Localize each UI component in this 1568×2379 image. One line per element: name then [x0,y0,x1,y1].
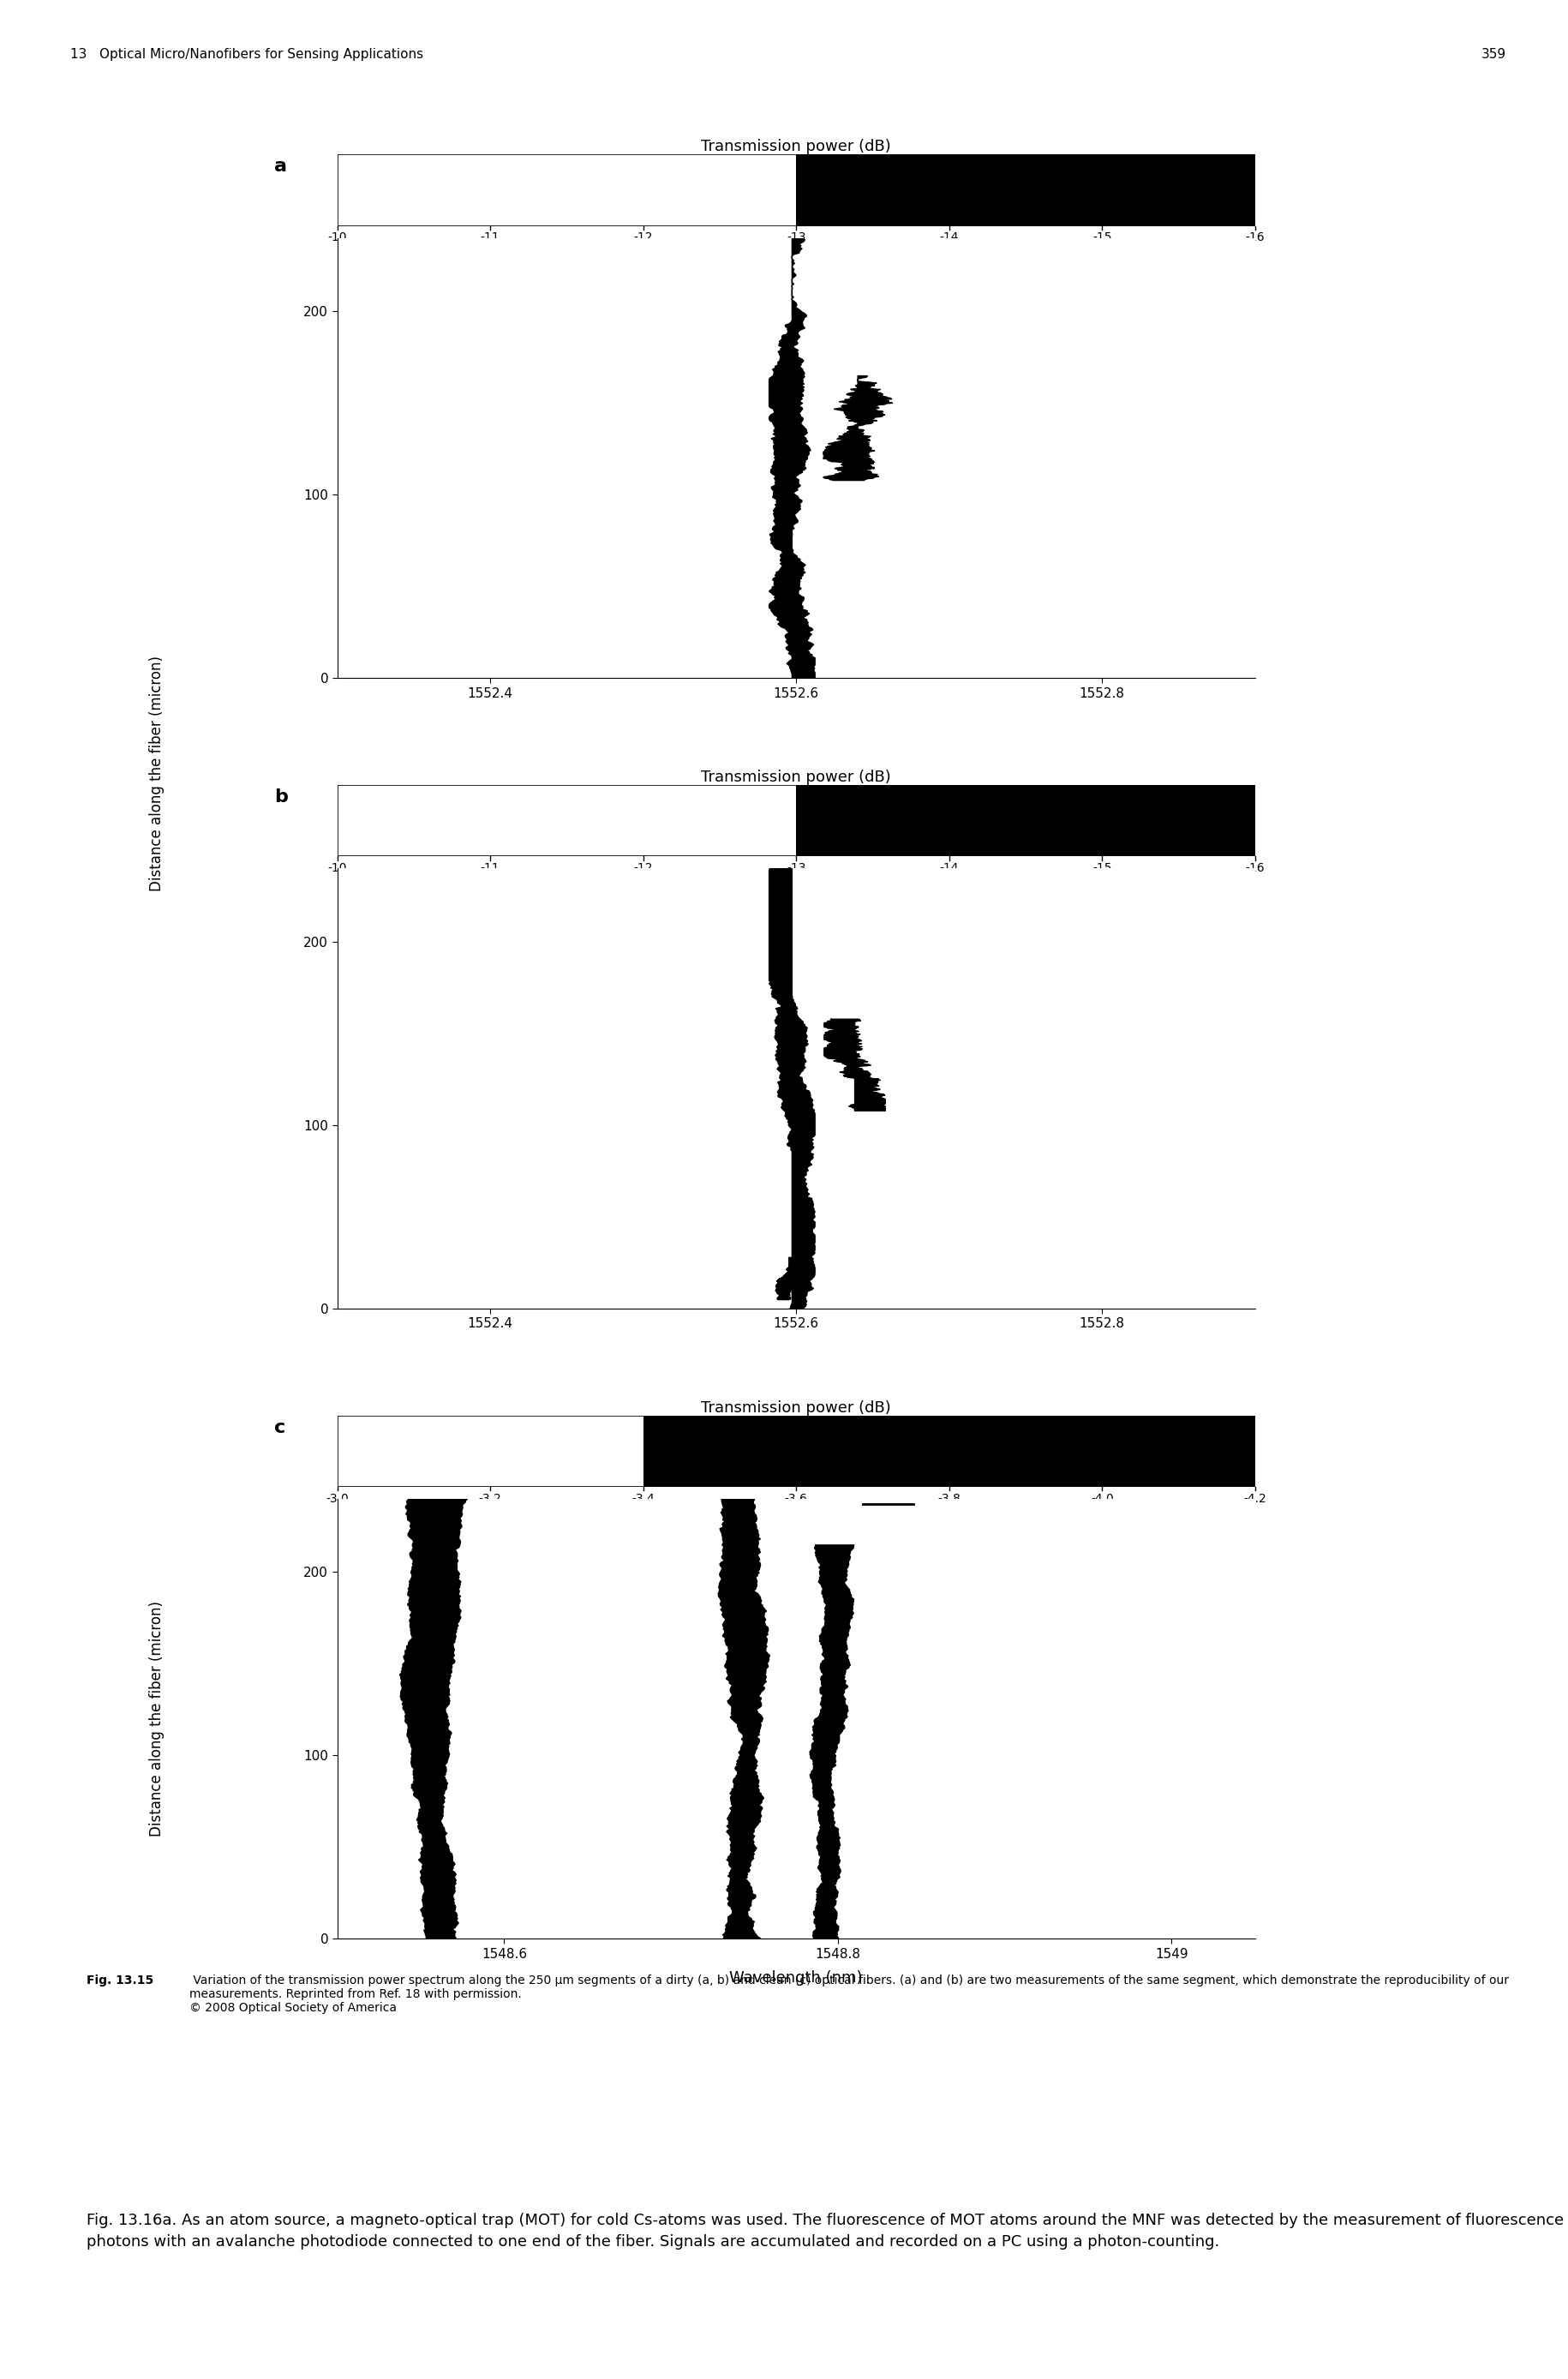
Text: c: c [274,1418,285,1437]
Text: -16: -16 [1245,861,1264,873]
Bar [795,155,1254,226]
Text: -12: -12 [633,231,652,243]
Bar [795,785,1254,856]
Text: -14: -14 [939,861,958,873]
Text: Variation of the transmission power spectrum along the 250 μm segments of a dirt: Variation of the transmission power spec… [190,1975,1508,2015]
Text: -11: -11 [480,861,500,873]
Text: Transmission power (dB): Transmission power (dB) [701,140,891,155]
Text: -13: -13 [786,861,806,873]
Bar [643,1416,1254,1487]
Text: -15: -15 [1091,861,1112,873]
Text: -12: -12 [633,861,652,873]
Text: -4.0: -4.0 [1090,1492,1113,1504]
Text: -10: -10 [328,861,347,873]
Text: Distance along the fiber (micron): Distance along the fiber (micron) [149,1601,165,1837]
Text: 13   Optical Micro/Nanofibers for Sensing Applications: 13 Optical Micro/Nanofibers for Sensing … [71,48,423,62]
Text: -3.8: -3.8 [938,1492,960,1504]
Text: -3.2: -3.2 [478,1492,502,1504]
Text: -14: -14 [939,231,958,243]
Text: Transmission power (dB): Transmission power (dB) [701,1401,891,1416]
Text: -3.0: -3.0 [326,1492,348,1504]
Text: Transmission power (dB): Transmission power (dB) [701,771,891,785]
Text: 359: 359 [1480,48,1505,62]
Text: -13: -13 [786,231,806,243]
Text: Fig. 13.16a. As an atom source, a magneto-optical trap (MOT) for cold Cs-atoms w: Fig. 13.16a. As an atom source, a magnet… [86,2212,1563,2251]
Text: b: b [274,787,289,806]
Text: -15: -15 [1091,231,1112,243]
Text: a: a [274,157,287,176]
X-axis label: Wavelength (nm): Wavelength (nm) [729,1970,862,1986]
Text: -11: -11 [480,231,500,243]
Text: -16: -16 [1245,231,1264,243]
Text: Distance along the fiber (micron): Distance along the fiber (micron) [149,654,165,892]
Text: -4.2: -4.2 [1243,1492,1265,1504]
Text: -10: -10 [328,231,347,243]
Text: -3.6: -3.6 [784,1492,808,1504]
Text: -3.4: -3.4 [632,1492,654,1504]
Text: Fig. 13.15: Fig. 13.15 [86,1975,154,1986]
